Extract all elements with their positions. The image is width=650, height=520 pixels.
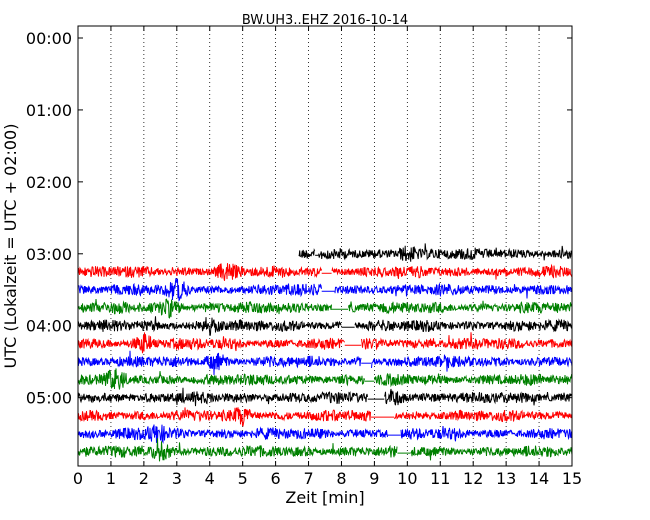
x-tick-labels: 0 1 2 3 4 5 6 7 8 9 10 11 12 13 14 15 bbox=[73, 469, 582, 488]
trace-segment bbox=[348, 300, 573, 315]
trace-segment bbox=[298, 248, 316, 259]
trace-row bbox=[77, 316, 573, 336]
trace-segment bbox=[77, 438, 398, 462]
axis-ticks bbox=[77, 26, 573, 466]
x-tick-label: 1 bbox=[106, 469, 116, 488]
x-axis-label: Zeit [min] bbox=[285, 488, 364, 507]
chart-title: BW.UH3..EHZ 2016-10-14 bbox=[242, 13, 408, 28]
y-tick-labels: 00:00 01:00 02:00 03:00 04:00 05:00 bbox=[26, 29, 72, 408]
x-tick-label: 4 bbox=[205, 469, 215, 488]
trace-segment bbox=[331, 263, 573, 280]
trace-segment bbox=[384, 388, 573, 406]
trace-segment bbox=[77, 350, 362, 376]
x-tick-label: 3 bbox=[172, 469, 182, 488]
x-tick-label: 11 bbox=[430, 469, 450, 488]
grid-lines bbox=[110, 26, 540, 466]
trace-segment bbox=[77, 387, 368, 407]
trace-segment bbox=[361, 332, 573, 351]
y-tick-label: 01:00 bbox=[26, 101, 72, 120]
trace-segment bbox=[318, 243, 573, 262]
trace-segment bbox=[77, 368, 365, 390]
trace-row bbox=[77, 332, 573, 354]
y-tick-label: 03:00 bbox=[26, 245, 72, 264]
x-tick-label: 0 bbox=[73, 469, 83, 488]
trace-row bbox=[77, 350, 573, 376]
y-tick-label: 04:00 bbox=[26, 317, 72, 336]
x-tick-label: 10 bbox=[397, 469, 417, 488]
x-tick-label: 13 bbox=[496, 469, 516, 488]
y-tick-label: 00:00 bbox=[26, 29, 72, 48]
trace-segment bbox=[77, 298, 332, 319]
trace-row bbox=[77, 368, 573, 390]
trace-row bbox=[77, 407, 573, 427]
y-axis-label: UTC (Lokalzeit = UTC + 02:00) bbox=[1, 124, 20, 369]
trace-segment bbox=[371, 354, 573, 372]
trace-row bbox=[77, 424, 573, 444]
trace-segment bbox=[374, 372, 573, 388]
x-tick-label: 9 bbox=[369, 469, 379, 488]
x-tick-label: 5 bbox=[238, 469, 248, 488]
trace-row bbox=[77, 263, 573, 281]
trace-segment bbox=[77, 332, 345, 354]
x-tick-label: 2 bbox=[139, 469, 149, 488]
x-tick-label: 15 bbox=[562, 469, 582, 488]
trace-segment bbox=[77, 316, 342, 336]
x-tick-label: 7 bbox=[303, 469, 313, 488]
trace-segment bbox=[354, 318, 573, 333]
trace-segment bbox=[394, 409, 573, 423]
x-tick-label: 8 bbox=[336, 469, 346, 488]
trace-segment bbox=[77, 424, 388, 444]
trace-segment bbox=[77, 263, 322, 281]
trace-segment bbox=[77, 278, 322, 302]
trace-row bbox=[77, 298, 573, 319]
trace-segment bbox=[334, 282, 573, 299]
trace-segment bbox=[400, 425, 573, 442]
x-tick-label: 12 bbox=[463, 469, 483, 488]
y-tick-label: 05:00 bbox=[26, 389, 72, 408]
seismogram-traces bbox=[77, 243, 573, 462]
trace-row bbox=[298, 243, 573, 262]
trace-row bbox=[77, 278, 573, 302]
trace-row bbox=[77, 387, 573, 407]
axes-frame bbox=[77, 25, 573, 467]
x-tick-label: 14 bbox=[529, 469, 549, 488]
trace-row bbox=[77, 438, 573, 462]
x-tick-label: 6 bbox=[271, 469, 281, 488]
trace-segment bbox=[77, 407, 372, 427]
y-tick-label: 02:00 bbox=[26, 173, 72, 192]
trace-segment bbox=[410, 445, 573, 461]
